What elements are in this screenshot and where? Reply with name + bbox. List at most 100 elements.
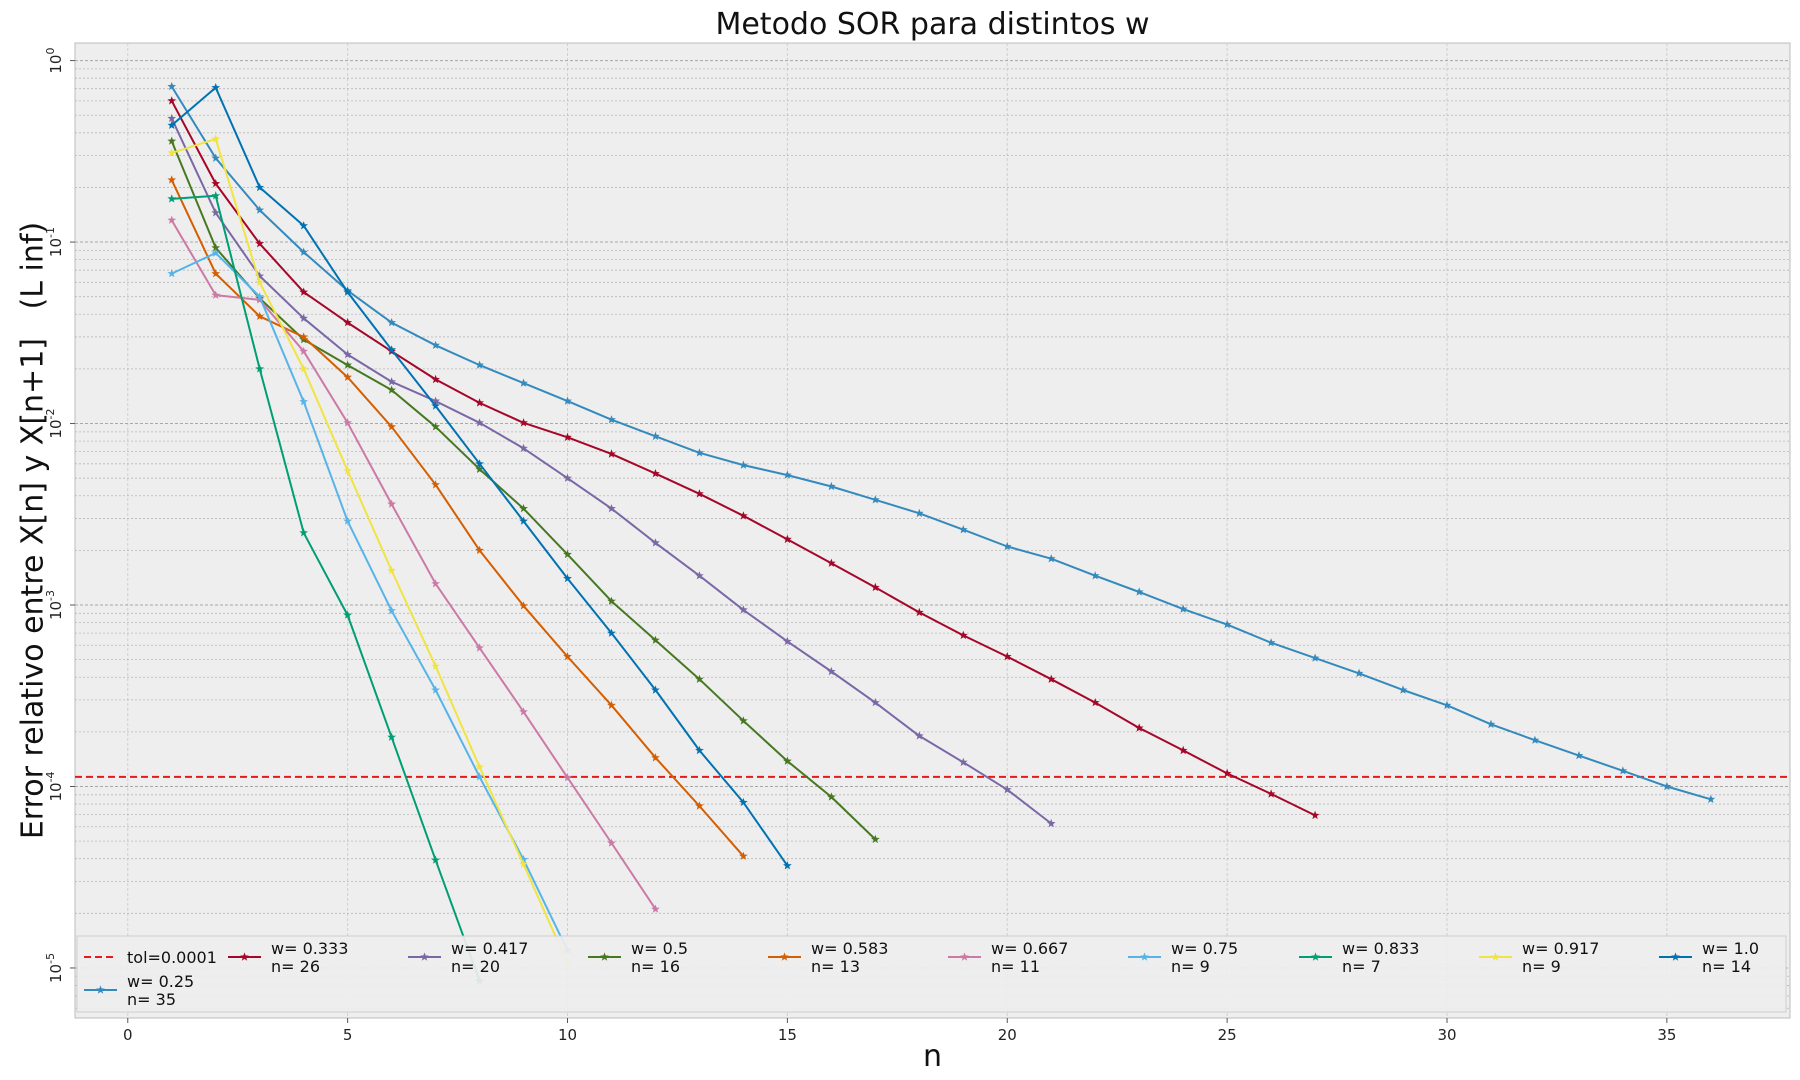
y-axis-ticks: 100 10-1 10-2 10-3 10-4 10-5	[44, 48, 75, 983]
data-point	[1618, 766, 1628, 775]
legend-swatch-marker	[1140, 952, 1149, 961]
series-line	[170, 179, 745, 857]
legend-box	[76, 935, 1787, 1013]
data-point	[783, 861, 792, 870]
data-point	[1222, 620, 1232, 629]
legend-label: w= 0.417	[451, 939, 528, 958]
data-point	[695, 801, 704, 810]
data-point	[563, 473, 572, 482]
legend-entry-0: w= 0.25n= 35	[84, 972, 194, 1009]
data-point	[739, 605, 748, 614]
data-point	[1002, 785, 1012, 794]
legend-swatch-marker	[1311, 952, 1320, 961]
data-point	[519, 443, 528, 453]
data-point	[914, 731, 924, 740]
x-axis-label: n	[923, 1039, 942, 1074]
data-point	[255, 182, 265, 192]
data-point	[871, 834, 880, 844]
y-tick-label: 10-3	[44, 590, 65, 620]
y-tick-label: 10-5	[44, 953, 65, 983]
plot-area	[74, 42, 1791, 1019]
legend-swatch-marker	[96, 985, 105, 994]
data-point	[651, 431, 660, 441]
data-point	[871, 698, 880, 707]
data-point	[431, 374, 440, 384]
legend-entry-3: w= 0.5n= 16	[588, 939, 688, 976]
data-point	[475, 418, 484, 427]
data-point	[343, 418, 352, 427]
x-tick-label: 10	[558, 1026, 577, 1044]
data-point	[211, 243, 221, 252]
data-point	[1530, 735, 1540, 744]
data-point	[563, 573, 572, 583]
x-tick-label: 5	[343, 1026, 353, 1044]
data-point	[167, 175, 177, 184]
data-point	[607, 700, 616, 710]
data-point	[211, 153, 221, 162]
y-tick-label: 10-2	[44, 409, 65, 439]
x-tick-label: 0	[123, 1026, 133, 1044]
data-point	[343, 372, 352, 381]
legend-label: n= 20	[451, 957, 500, 976]
legend-label: n= 35	[127, 990, 176, 1009]
legend-label: n= 9	[1522, 957, 1561, 976]
data-point	[255, 239, 265, 248]
series-0	[167, 81, 1716, 803]
data-point	[211, 191, 221, 200]
data-point	[563, 432, 572, 441]
legend-label: n= 11	[991, 957, 1040, 976]
data-point	[739, 797, 748, 807]
legend-label: w= 0.5	[631, 939, 688, 958]
data-point	[211, 290, 221, 299]
data-point	[1310, 653, 1320, 662]
data-point	[167, 120, 177, 129]
data-point	[299, 346, 308, 355]
legend-label: n= 16	[631, 957, 680, 976]
data-point	[739, 851, 748, 860]
data-point	[1266, 789, 1276, 798]
data-point	[871, 495, 880, 504]
data-point	[607, 449, 616, 458]
data-point	[211, 269, 221, 278]
data-point	[1134, 723, 1144, 732]
data-point	[958, 757, 968, 766]
legend-swatch-marker	[600, 952, 609, 961]
legend-label: n= 7	[1342, 957, 1381, 976]
data-point	[431, 401, 440, 410]
legend-label: w= 0.583	[811, 939, 888, 958]
data-point	[519, 707, 528, 716]
series-5	[167, 215, 660, 913]
data-point	[695, 489, 704, 498]
series-4	[167, 175, 748, 860]
data-point	[1178, 745, 1188, 755]
data-point	[343, 610, 352, 619]
data-point	[475, 459, 484, 468]
data-point	[1354, 668, 1364, 678]
data-point	[519, 418, 528, 427]
data-point	[827, 666, 836, 676]
x-axis-ticks: 0 5 10 15 20 25 30 35	[123, 1018, 1676, 1044]
data-point	[914, 508, 924, 518]
data-point	[387, 565, 396, 575]
data-point	[1090, 571, 1100, 580]
legend-swatch-marker	[1491, 952, 1500, 961]
data-point	[167, 194, 177, 203]
data-point	[563, 652, 572, 661]
data-point	[827, 792, 836, 801]
data-point	[827, 558, 836, 567]
y-tick-label: 10-4	[44, 771, 65, 801]
legend-label: w= 0.833	[1342, 939, 1419, 958]
data-point	[607, 838, 616, 847]
data-point	[343, 516, 352, 525]
data-point	[783, 534, 792, 544]
data-point	[431, 661, 440, 670]
legend-label: tol=0.0001	[127, 948, 217, 967]
legend-label: w= 0.75	[1171, 939, 1238, 958]
data-point	[914, 607, 924, 617]
x-tick-label: 15	[778, 1026, 797, 1044]
data-point	[607, 415, 616, 424]
data-point	[299, 313, 308, 322]
data-point	[299, 397, 308, 406]
